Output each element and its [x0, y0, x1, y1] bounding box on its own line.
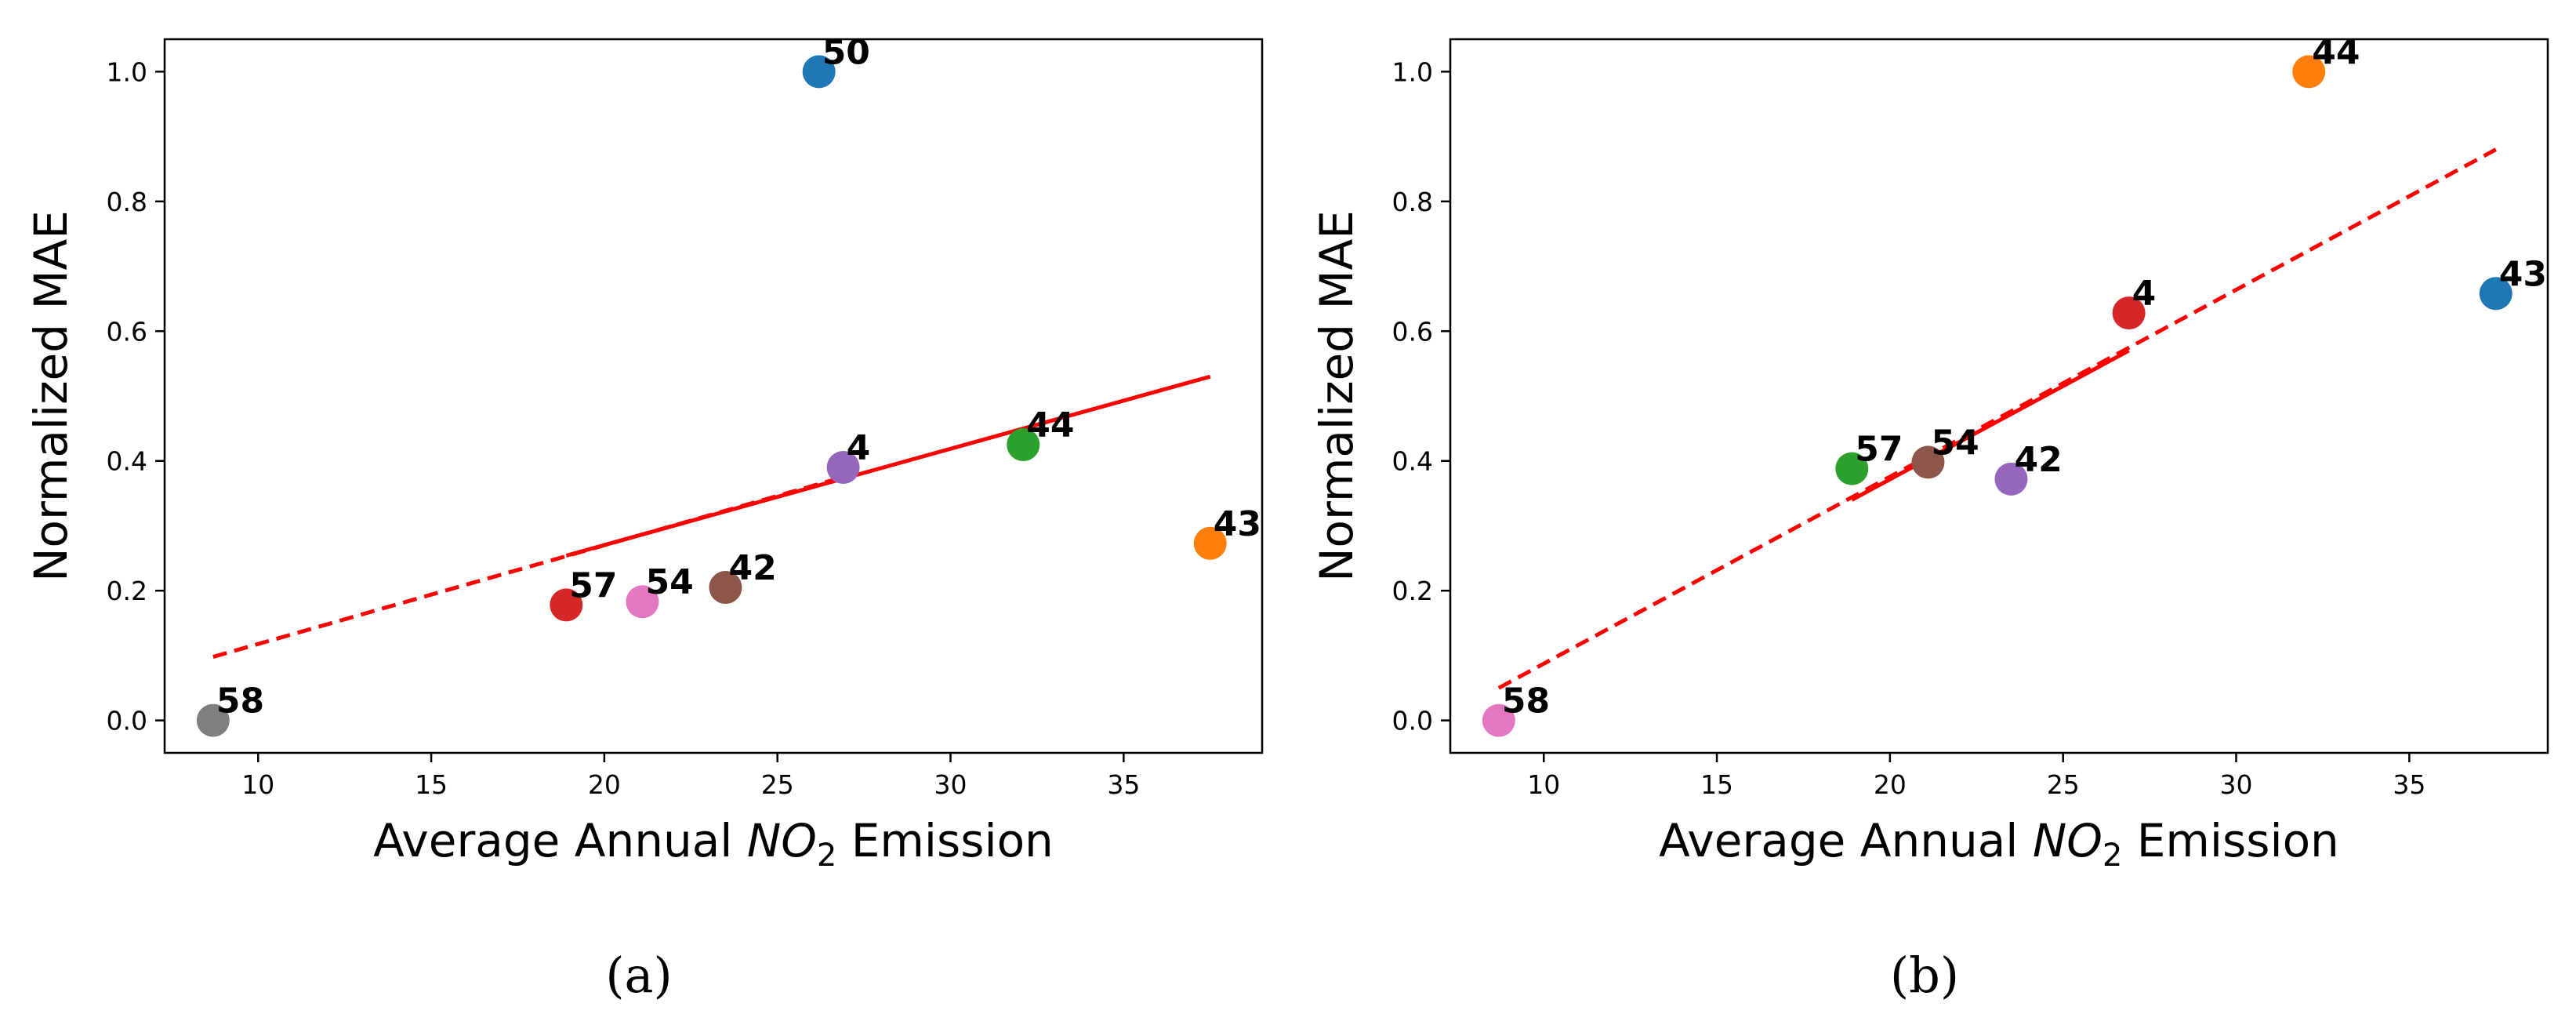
x-axis-label-suffix: Emission: [836, 814, 1054, 867]
data-point: [826, 451, 860, 484]
y-tick-label: 0.8: [107, 187, 147, 217]
data-point: [1911, 445, 1945, 479]
plot-frame: [163, 38, 1264, 754]
y-tick-label: 0.2: [107, 576, 147, 606]
data-point: [626, 585, 659, 619]
x-tick-label: 20: [588, 769, 621, 800]
y-tick-label: 0.6: [107, 316, 147, 347]
panel-caption: (b): [1890, 947, 1959, 1004]
panel-caption: (a): [605, 947, 672, 1004]
plot-frame: [1449, 38, 2549, 754]
data-point: [2479, 277, 2513, 311]
data-point-label: 58: [216, 682, 264, 721]
data-point-label: 43: [2499, 254, 2547, 294]
data-point: [1835, 452, 1869, 485]
x-tick-label: 10: [241, 769, 274, 800]
data-point-label: 4: [2132, 274, 2157, 314]
data-point-label: 44: [1026, 405, 1074, 445]
data-point-label: 58: [1502, 682, 1550, 721]
x-axis-label-prefix: Average Annual: [1659, 814, 2033, 867]
data-point-label: 57: [569, 565, 617, 605]
data-point: [709, 571, 742, 605]
x-tick-label: 25: [2047, 769, 2080, 800]
data-point: [802, 55, 836, 89]
x-tick-label: 35: [1107, 769, 1140, 800]
data-point: [550, 588, 583, 622]
x-tick-label: 30: [934, 769, 967, 800]
data-point: [2292, 55, 2326, 89]
data-point-label: 4: [847, 428, 871, 468]
y-tick-label: 1.0: [107, 56, 147, 87]
data-point-label: 43: [1214, 504, 1261, 544]
x-tick-label: 30: [2220, 769, 2253, 800]
data-point-label: 42: [728, 548, 776, 588]
data-point: [1482, 703, 1515, 737]
x-axis-label-variable: NO: [747, 814, 817, 867]
x-axis-label-prefix: Average Annual: [373, 814, 747, 867]
x-axis-label: Average Annual NO2 Emission: [373, 814, 1054, 874]
x-tick-label: 20: [1874, 769, 1907, 800]
y-axis-label: Normalized MAE: [1310, 210, 1363, 582]
x-axis-label: Average Annual NO2 Emission: [1659, 814, 2339, 874]
fit-line-solid: [565, 374, 1211, 558]
x-tick-label: 15: [415, 769, 448, 800]
x-axis-label-suffix: Emission: [2122, 814, 2339, 867]
y-tick-label: 1.0: [1392, 56, 1433, 87]
y-tick-label: 0.0: [1392, 706, 1433, 736]
x-tick-label: 15: [1700, 769, 1733, 800]
data-point-label: 42: [2014, 440, 2062, 480]
data-point: [1994, 462, 2028, 496]
data-point: [196, 703, 230, 737]
x-axis-label-variable: NO: [2033, 814, 2103, 867]
data-point: [1193, 526, 1227, 560]
y-axis-label: Normalized MAE: [24, 210, 78, 582]
data-point-label: 54: [645, 562, 693, 602]
data-point-label: 44: [2312, 32, 2360, 72]
data-point-label: 50: [822, 32, 870, 72]
y-tick-label: 0.4: [107, 446, 147, 477]
x-tick-label: 35: [2393, 769, 2425, 800]
x-tick-label: 10: [1527, 769, 1560, 800]
x-axis-label-subscript: 2: [2103, 838, 2122, 874]
data-point-label: 57: [1855, 430, 1903, 470]
data-point: [1007, 428, 1040, 462]
y-tick-label: 0.0: [107, 706, 147, 736]
fit-line-dashed: [1497, 147, 2497, 690]
fit-line-solid: [1851, 348, 2130, 502]
x-axis-label-subscript: 2: [817, 838, 836, 874]
y-tick-label: 0.4: [1392, 446, 1433, 477]
y-tick-label: 0.6: [1392, 316, 1433, 347]
y-tick-label: 0.8: [1392, 187, 1433, 217]
data-point-label: 54: [1931, 423, 1979, 463]
x-tick-label: 25: [761, 769, 794, 800]
y-tick-label: 0.2: [1392, 576, 1433, 606]
data-point: [2112, 296, 2146, 330]
